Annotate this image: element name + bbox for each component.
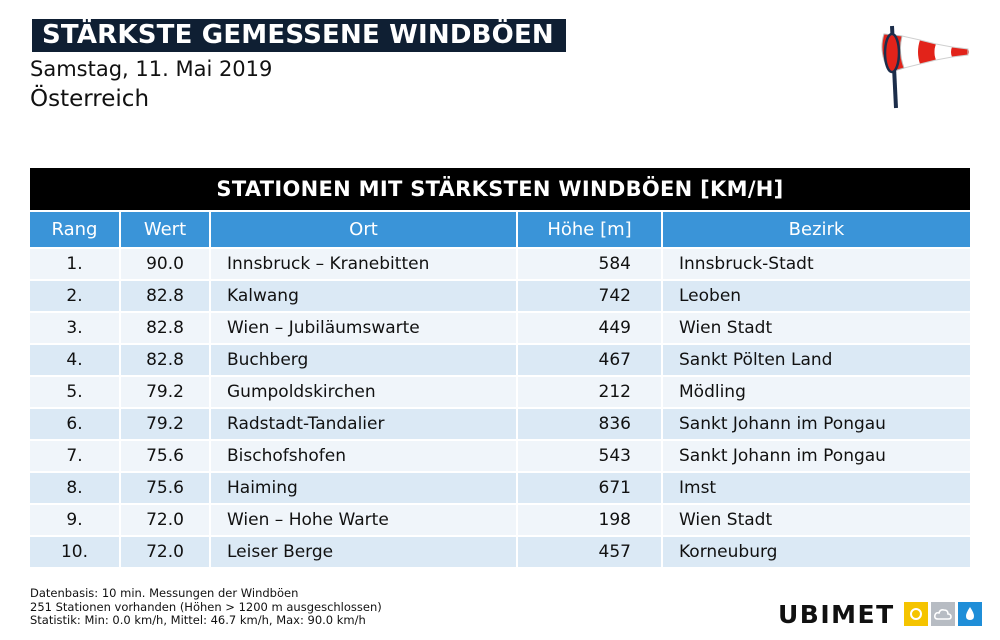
column-header-wert: Wert [120, 210, 211, 248]
cell-hoehe: 584 [517, 247, 663, 280]
logo-text: UBIMET [778, 599, 895, 629]
table-row: 10. 72.0 Leiser Berge 457 Korneuburg [30, 535, 970, 567]
page-title: STÄRKSTE GEMESSENE WINDBÖEN [32, 19, 566, 52]
cell-rank: 9. [30, 503, 121, 536]
table-row: 7. 75.6 Bischofshofen 543 Sankt Johann i… [30, 439, 970, 472]
cell-ort: Haiming [210, 471, 518, 504]
cell-bezirk: Leoben [662, 279, 970, 312]
cell-value: 75.6 [120, 439, 211, 472]
sun-icon [903, 602, 928, 626]
cell-bezirk: Korneuburg [662, 535, 970, 567]
cell-bezirk: Sankt Johann im Pongau [662, 407, 970, 440]
cell-ort: Radstadt-Tandalier [210, 407, 518, 440]
footer-stations: 251 Stationen vorhanden (Höhen > 1200 m … [30, 599, 382, 614]
cell-value: 82.8 [120, 279, 211, 312]
table-title: STATIONEN MIT STÄRKSTEN WINDBÖEN [KM/H] [30, 168, 970, 210]
cell-rank: 6. [30, 407, 121, 440]
cell-hoehe: 198 [517, 503, 663, 536]
date-subtitle: Samstag, 11. Mai 2019 [30, 57, 273, 81]
table-row: 6. 79.2 Radstadt-Tandalier 836 Sankt Joh… [30, 407, 970, 440]
wind-gust-table: STATIONEN MIT STÄRKSTEN WINDBÖEN [KM/H] … [30, 168, 970, 567]
cell-ort: Gumpoldskirchen [210, 375, 518, 408]
cell-ort: Bischofshofen [210, 439, 518, 472]
cell-ort: Wien – Jubiläumswarte [210, 311, 518, 344]
cell-hoehe: 449 [517, 311, 663, 344]
cell-bezirk: Sankt Pölten Land [662, 343, 970, 376]
cell-ort: Kalwang [210, 279, 518, 312]
cell-hoehe: 543 [517, 439, 663, 472]
column-header-ort: Ort [210, 210, 518, 248]
cell-ort: Innsbruck – Kranebitten [210, 247, 518, 280]
cloud-icon [930, 602, 955, 626]
cell-ort: Leiser Berge [210, 535, 518, 567]
cell-bezirk: Sankt Johann im Pongau [662, 439, 970, 472]
cell-rank: 8. [30, 471, 121, 504]
cell-bezirk: Wien Stadt [662, 311, 970, 344]
cell-rank: 2. [30, 279, 121, 312]
cell-bezirk: Imst [662, 471, 970, 504]
cell-hoehe: 836 [517, 407, 663, 440]
table-row: 2. 82.8 Kalwang 742 Leoben [30, 279, 970, 312]
cell-rank: 10. [30, 535, 121, 567]
cell-hoehe: 467 [517, 343, 663, 376]
table-row: 1. 90.0 Innsbruck – Kranebitten 584 Inns… [30, 247, 970, 280]
table-row: 9. 72.0 Wien – Hohe Warte 198 Wien Stadt [30, 503, 970, 536]
footer-notes: Datenbasis: 10 min. Messungen der Windbö… [30, 586, 382, 628]
column-header-hoehe: Höhe [m] [517, 210, 663, 248]
ubimet-logo: UBIMET [778, 599, 982, 629]
cell-rank: 3. [30, 311, 121, 344]
cell-hoehe: 671 [517, 471, 663, 504]
cell-rank: 5. [30, 375, 121, 408]
cell-value: 82.8 [120, 311, 211, 344]
footer-data-basis: Datenbasis: 10 min. Messungen der Windbö… [30, 586, 299, 600]
cell-rank: 1. [30, 247, 121, 280]
region-label: Österreich [30, 86, 150, 112]
cell-rank: 4. [30, 343, 121, 376]
cell-value: 75.6 [120, 471, 211, 504]
footer-statistics: Statistik: Min: 0.0 km/h, Mittel: 46.7 k… [30, 613, 366, 627]
table-row: 3. 82.8 Wien – Jubiläumswarte 449 Wien S… [30, 311, 970, 344]
cell-ort: Buchberg [210, 343, 518, 376]
cell-ort: Wien – Hohe Warte [210, 503, 518, 536]
cell-value: 79.2 [120, 407, 211, 440]
cell-hoehe: 212 [517, 375, 663, 408]
cell-bezirk: Wien Stadt [662, 503, 970, 536]
cell-bezirk: Mödling [662, 375, 970, 408]
cell-value: 72.0 [120, 503, 211, 536]
cell-value: 79.2 [120, 375, 211, 408]
cell-value: 72.0 [120, 535, 211, 567]
stations-table: Rang Wert Ort Höhe [m] Bezirk 1. 90.0 In… [30, 210, 970, 567]
cell-rank: 7. [30, 439, 121, 472]
column-header-rang: Rang [30, 210, 121, 248]
cell-hoehe: 742 [517, 279, 663, 312]
table-row: 8. 75.6 Haiming 671 Imst [30, 471, 970, 504]
cell-bezirk: Innsbruck-Stadt [662, 247, 970, 280]
column-header-bezirk: Bezirk [662, 210, 970, 248]
table-header-row: Rang Wert Ort Höhe [m] Bezirk [30, 210, 970, 248]
raindrop-icon [957, 602, 982, 626]
cell-value: 90.0 [120, 247, 211, 280]
cell-hoehe: 457 [517, 535, 663, 567]
windsock-icon [881, 25, 969, 109]
cell-value: 82.8 [120, 343, 211, 376]
table-row: 5. 79.2 Gumpoldskirchen 212 Mödling [30, 375, 970, 408]
table-row: 4. 82.8 Buchberg 467 Sankt Pölten Land [30, 343, 970, 376]
